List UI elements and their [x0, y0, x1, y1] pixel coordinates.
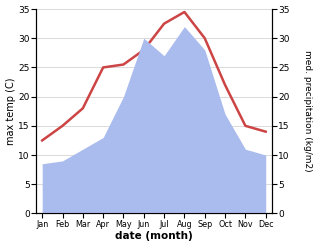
Y-axis label: med. precipitation (kg/m2): med. precipitation (kg/m2) [303, 50, 313, 172]
X-axis label: date (month): date (month) [115, 231, 193, 242]
Y-axis label: max temp (C): max temp (C) [5, 78, 16, 145]
